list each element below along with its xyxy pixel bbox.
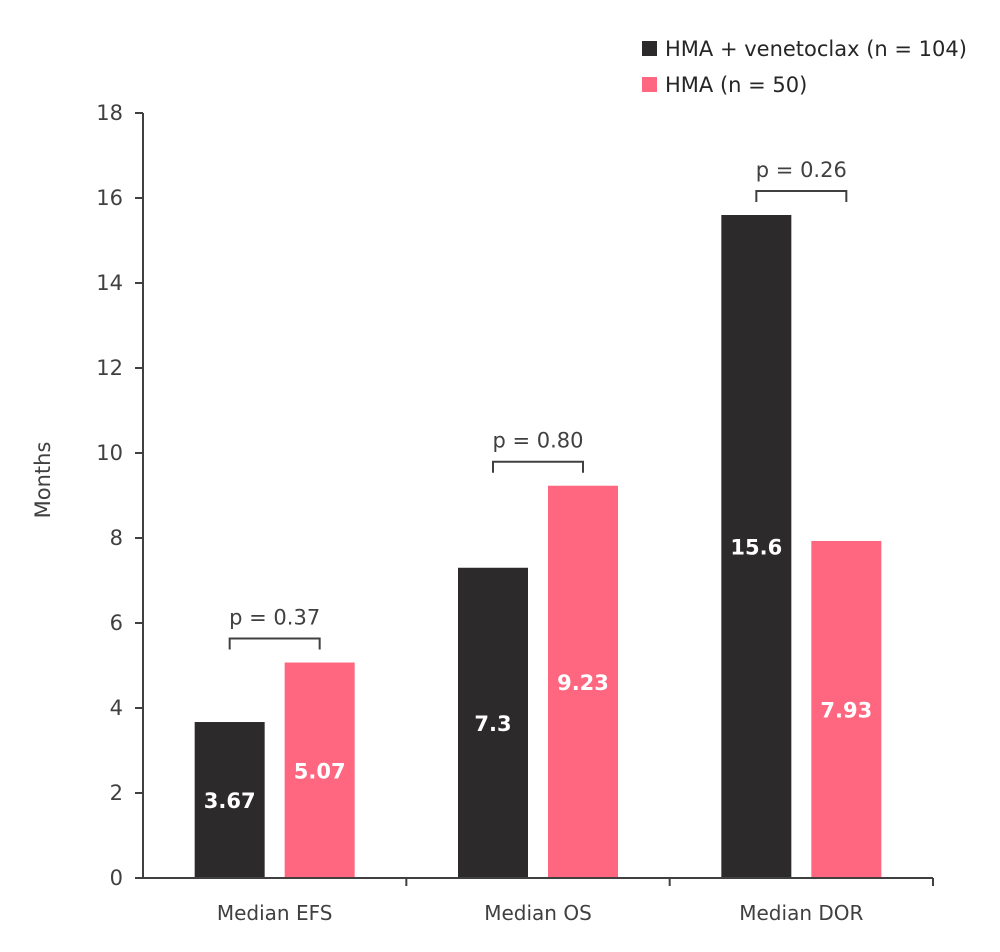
bar [458,567,528,878]
p-value-label: p = 0.80 [492,429,583,453]
bar-data-label: 7.93 [820,698,872,722]
annotations: p = 0.37 p = 0.80 p = 0.26 [228,158,848,650]
p-value-label: p = 0.26 [756,158,847,182]
y-tick-label: 8 [110,526,123,550]
significance-bracket [228,637,321,650]
x-axis: Median EFS Median OS Median DOR [143,877,934,925]
y-tick-label: 4 [110,696,123,720]
legend: HMA + venetoclax (n = 104) HMA (n = 50) [642,37,967,97]
y-tick-label: 14 [96,271,123,295]
y-tick-label: 18 [96,101,123,125]
bar-data-label: 3.67 [204,789,256,813]
x-tick-label: Median EFS [217,901,333,925]
y-tick-label: 0 [110,866,123,890]
legend-swatch [642,41,657,56]
y-tick-label: 6 [110,611,123,635]
bar [721,215,792,878]
bar [548,485,618,878]
bar [284,662,355,878]
y-axis-title: Months [31,442,55,519]
y-tick-label: 12 [96,356,123,380]
significance-bracket [492,460,584,473]
legend-label: HMA + venetoclax (n = 104) [665,37,967,61]
bars: 3.67 5.07 7.3 9.23 15.6 7.93 [194,215,882,878]
bar-data-label: 15.6 [730,536,782,560]
x-tick-label: Median DOR [739,901,863,925]
bar [194,722,265,878]
y-tick-label: 10 [96,441,123,465]
y-axis: 0 2 4 6 8 10 12 14 16 18 [96,101,144,890]
y-tick-label: 16 [96,186,123,210]
x-tick-label: Median OS [484,901,592,925]
y-tick-label: 2 [110,781,123,805]
p-value-label: p = 0.37 [229,606,320,630]
significance-bracket [755,190,848,202]
bar [811,540,882,878]
legend-label: HMA (n = 50) [665,73,807,97]
bar-data-label: 5.07 [294,759,346,783]
bar-data-label: 7.3 [474,712,511,736]
bar-data-label: 9.23 [557,671,609,695]
legend-swatch [642,77,657,92]
